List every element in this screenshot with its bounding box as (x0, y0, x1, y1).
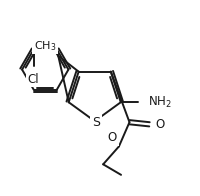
Text: CH$_3$: CH$_3$ (34, 39, 57, 53)
Text: Cl: Cl (28, 73, 39, 86)
Text: NH$_2$: NH$_2$ (148, 95, 172, 110)
Text: O: O (108, 131, 117, 144)
Text: S: S (92, 116, 100, 129)
Text: O: O (156, 118, 165, 131)
